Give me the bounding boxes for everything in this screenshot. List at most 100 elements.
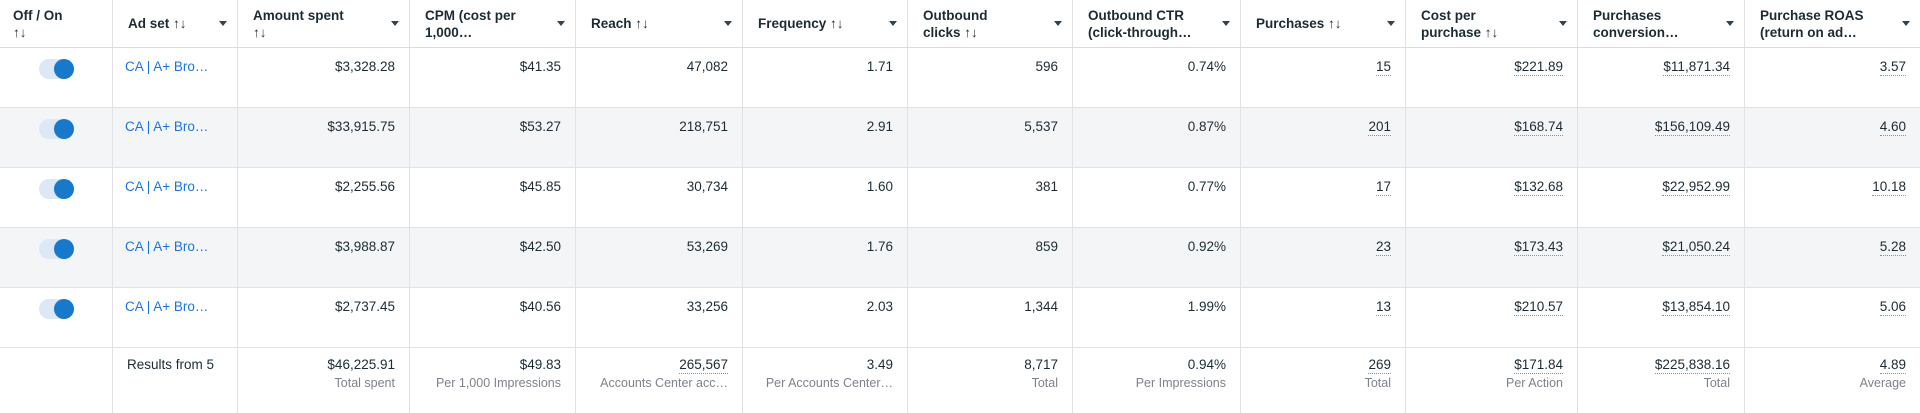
cell-frequency: 2.91: [743, 108, 908, 167]
ad-set-link[interactable]: CA | A+ Bro…: [125, 59, 209, 74]
cell-frequency: 2.03: [743, 288, 908, 347]
toggle-knob-icon: [53, 119, 74, 139]
column-header-off-on[interactable]: Off / On ↑↓: [0, 0, 113, 47]
ad-set-toggle[interactable]: [38, 59, 74, 79]
column-header-outbound-clicks[interactable]: Outbound clicks ↑↓: [908, 0, 1073, 47]
cell-outbound-ctr: 0.87%: [1073, 108, 1241, 167]
sort-icon: ↑↓: [13, 24, 27, 40]
chevron-down-icon[interactable]: [1387, 21, 1395, 26]
column-header-purchase-roas[interactable]: Purchase ROAS (return on ad…: [1745, 0, 1920, 47]
ad-set-link[interactable]: CA | A+ Bro…: [125, 239, 209, 254]
footer-purchases-conversion: $225,838.16 Total: [1578, 348, 1745, 413]
ad-set-cell: CA | A+ Bro…: [113, 228, 238, 287]
ad-set-toggle[interactable]: [38, 179, 74, 199]
ad-set-link[interactable]: CA | A+ Bro…: [125, 179, 209, 194]
cell-amount-spent: $33,915.75: [238, 108, 410, 167]
cell-purchase-roas: 10.18: [1872, 179, 1906, 196]
footer-purchase-roas: 4.89 Average: [1859, 357, 1906, 390]
column-header-ad-set[interactable]: Ad set ↑↓: [113, 0, 238, 47]
cell-reach: 218,751: [576, 108, 743, 167]
chevron-down-icon[interactable]: [391, 21, 399, 26]
cell-amount-spent: $3,988.87: [238, 228, 410, 287]
chevron-down-icon[interactable]: [219, 21, 227, 26]
cell-purchase-roas: 4.60: [1879, 119, 1906, 136]
footer-outbound-clicks: 8,717 Total: [908, 348, 1073, 413]
cell-cost-per-purchase: $168.74: [1406, 108, 1578, 167]
chevron-down-icon[interactable]: [1726, 21, 1734, 26]
cell-frequency: 1.76: [743, 228, 908, 287]
column-header-cost-per-purchase[interactable]: Cost per purchase ↑↓: [1406, 0, 1578, 47]
footer-cpm: $49.83 Per 1,000 Impressions: [410, 348, 576, 413]
cell-purchase-roas: 3.57: [1879, 59, 1906, 76]
table-row: CA | A+ Bro… $3,988.87 $42.50 53,269 1.7…: [0, 228, 1920, 288]
toggle-knob-icon: [53, 239, 74, 259]
cell-cpm: $40.56: [410, 288, 576, 347]
cell-outbound-clicks: 859: [908, 228, 1073, 287]
column-header-outbound-ctr[interactable]: Outbound CTR (click-through…: [1073, 0, 1241, 47]
toggle-cell: [0, 168, 113, 227]
column-header-reach[interactable]: Reach ↑↓: [576, 0, 743, 47]
cell-cost-per-purchase: $221.89: [1406, 48, 1578, 107]
cell-amount-spent: $3,328.28: [238, 48, 410, 107]
chevron-down-icon[interactable]: [724, 21, 732, 26]
cell-outbound-ctr: 0.77%: [1073, 168, 1241, 227]
cell-outbound-ctr: 0.74%: [1073, 48, 1241, 107]
ad-set-link[interactable]: CA | A+ Bro…: [125, 299, 209, 314]
chevron-down-icon[interactable]: [557, 21, 565, 26]
ad-set-cell: CA | A+ Bro…: [113, 108, 238, 167]
cell-purchases: 23: [1241, 228, 1406, 287]
ad-set-toggle[interactable]: [38, 299, 74, 319]
ad-set-cell: CA | A+ Bro…: [113, 168, 238, 227]
cell-frequency: 1.71: [743, 48, 908, 107]
cell-outbound-clicks: 381: [908, 168, 1073, 227]
cell-cost-per-purchase: $173.43: [1406, 228, 1578, 287]
chevron-down-icon[interactable]: [1559, 21, 1567, 26]
toggle-knob-icon: [53, 179, 74, 199]
ad-set-toggle[interactable]: [38, 239, 74, 259]
column-header-cpm[interactable]: CPM (cost per 1,000…: [410, 0, 576, 47]
cell-purchases: 13: [1241, 288, 1406, 347]
cell-cost-per-purchase: $210.57: [1406, 288, 1578, 347]
column-header-frequency[interactable]: Frequency ↑↓: [743, 0, 908, 47]
ad-set-link[interactable]: CA | A+ Bro…: [125, 119, 209, 134]
cell-outbound-clicks: 1,344: [908, 288, 1073, 347]
footer-purchases: 269 Total: [1241, 348, 1406, 413]
toggle-cell: [0, 48, 113, 107]
column-header-amount-spent[interactable]: Amount spent ↑↓: [238, 0, 410, 47]
cell-outbound-ctr: 0.92%: [1073, 228, 1241, 287]
toggle-knob-icon: [53, 299, 74, 319]
ad-set-toggle[interactable]: [38, 119, 74, 139]
cell-cost-per-purchase: $132.68: [1406, 168, 1578, 227]
footer-reach: 265,567 Accounts Center acc…: [576, 348, 743, 413]
cell-purchases-conversion: $21,050.24: [1578, 228, 1745, 287]
cell-purchases-conversion: $13,854.10: [1578, 288, 1745, 347]
footer-amount-spent: $46,225.91 Total spent: [238, 348, 410, 413]
toggle-cell: [0, 228, 113, 287]
table-header: Off / On ↑↓ Ad set ↑↓ Amount spent ↑↓ CP…: [0, 0, 1920, 48]
cell-outbound-clicks: 596: [908, 48, 1073, 107]
cell-purchases-conversion: $11,871.34: [1578, 48, 1745, 107]
table-row: CA | A+ Bro… $33,915.75 $53.27 218,751 2…: [0, 108, 1920, 168]
cell-cpm: $41.35: [410, 48, 576, 107]
ad-set-cell: CA | A+ Bro…: [113, 288, 238, 347]
cell-purchases: 201: [1241, 108, 1406, 167]
footer-results-label: Results from 5: [113, 348, 238, 413]
chevron-down-icon[interactable]: [1902, 21, 1910, 26]
table-row: CA | A+ Bro… $2,255.56 $45.85 30,734 1.6…: [0, 168, 1920, 228]
chevron-down-icon[interactable]: [1054, 21, 1062, 26]
chevron-down-icon[interactable]: [889, 21, 897, 26]
column-header-purchases[interactable]: Purchases ↑↓: [1241, 0, 1406, 47]
column-header-purchases-conversion[interactable]: Purchases conversion…: [1578, 0, 1745, 47]
cell-reach: 33,256: [576, 288, 743, 347]
cell-purchases: 17: [1241, 168, 1406, 227]
ad-set-cell: CA | A+ Bro…: [113, 48, 238, 107]
cell-cpm: $45.85: [410, 168, 576, 227]
toggle-cell: [0, 108, 113, 167]
cell-amount-spent: $2,255.56: [238, 168, 410, 227]
toggle-cell: [0, 288, 113, 347]
cell-purchases: 15: [1241, 48, 1406, 107]
table-row: CA | A+ Bro… $2,737.45 $40.56 33,256 2.0…: [0, 288, 1920, 348]
chevron-down-icon[interactable]: [1222, 21, 1230, 26]
sort-icon: ↑↓: [253, 24, 267, 40]
cell-outbound-clicks: 5,537: [908, 108, 1073, 167]
